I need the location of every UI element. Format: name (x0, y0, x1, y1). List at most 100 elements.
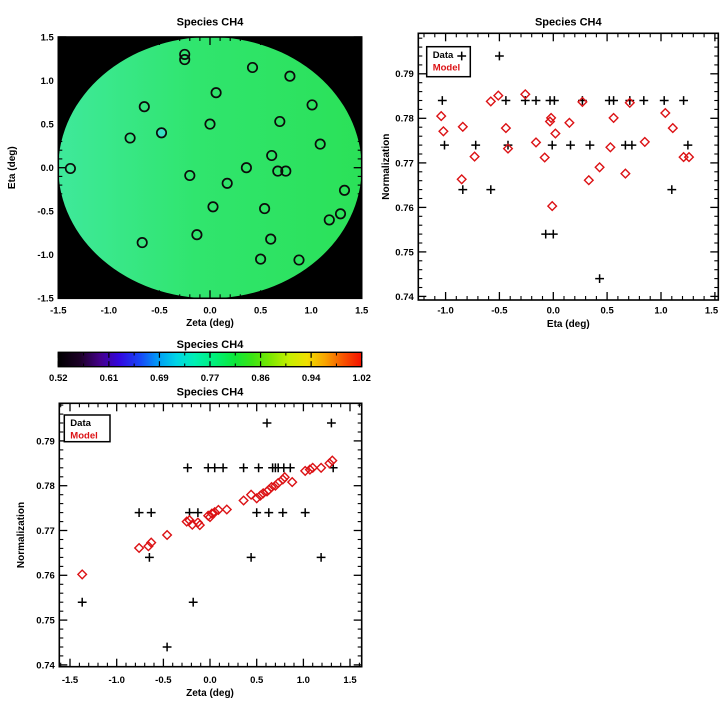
data-point-plus (218, 463, 228, 473)
data-point-plus (471, 140, 481, 150)
model-point-diamond (564, 117, 575, 129)
data-series (437, 51, 693, 283)
source-position-circle (246, 61, 259, 74)
model-point-diamond (660, 107, 671, 119)
source-position-circle (265, 233, 277, 245)
model-point-diamond (608, 112, 619, 124)
colorbar-tick-label: 0.77 (201, 373, 220, 384)
model-point-diamond (204, 511, 216, 523)
source-position-circle (210, 87, 222, 99)
field-of-view-disk (58, 37, 362, 299)
model-point-diamond (255, 490, 266, 501)
model-point-diamond (544, 116, 556, 127)
y-axis-label: Normalization (16, 502, 27, 568)
model-point-diamond (307, 462, 318, 474)
model-point-diamond (194, 519, 206, 531)
model-point-diamond (493, 90, 504, 101)
model-point-diamond (539, 152, 550, 163)
x-tick-label: 0.5 (250, 675, 264, 686)
data-point-plus (264, 508, 274, 517)
model-point-diamond (184, 514, 195, 526)
model-point-diamond (546, 200, 558, 212)
model-point-diamond (315, 462, 327, 474)
y-tick-label: 0.78 (395, 114, 414, 125)
y-tick-label: 0.78 (36, 481, 55, 492)
x-tick-label: 1.5 (355, 306, 369, 317)
model-point-diamond (213, 504, 224, 516)
model-point-diamond (161, 529, 173, 541)
model-point-diamond (145, 537, 157, 548)
source-position-circle (323, 214, 335, 226)
plot-border (57, 36, 363, 300)
x-tick-label: 1.0 (654, 306, 667, 317)
legend-box (425, 45, 472, 78)
plot-title: Species CH4 (535, 17, 603, 29)
y-tick-label: 0.0 (41, 163, 54, 174)
model-series (435, 89, 695, 212)
source-position-circle (184, 169, 196, 182)
x-tick-label: 1.5 (343, 675, 357, 686)
model-point-diamond (76, 569, 88, 580)
source-position-circle (64, 162, 76, 175)
x-axis-label: Zeta (deg) (186, 318, 234, 329)
model-point-diamond (502, 143, 514, 154)
model-point-diamond (577, 96, 588, 108)
source-position-circle (314, 138, 326, 150)
model-point-diamond (583, 174, 595, 186)
y-tick-label: 0.74 (36, 660, 55, 671)
colorbar-tick-label: 0.86 (251, 373, 270, 384)
data-point-plus (531, 96, 541, 105)
model-point-diamond (545, 112, 557, 124)
legend-label-model: Model (433, 62, 460, 73)
plot-title: Species CH4 (177, 387, 245, 399)
source-position-circle (240, 162, 252, 174)
data-point-plus (252, 508, 262, 517)
model-point-diamond (245, 489, 257, 500)
plot-title: Species CH4 (177, 339, 245, 351)
colorbar-tick-label: 1.02 (352, 373, 371, 384)
legend: Data Model (63, 414, 111, 443)
y-tick-label: -1.0 (37, 250, 53, 261)
data-point-plus (146, 508, 156, 517)
x-tick-label: 0.0 (547, 306, 560, 317)
y-tick-label: 0.77 (36, 526, 55, 537)
model-point-diamond (209, 506, 220, 518)
legend-box (63, 414, 111, 443)
data-point-plus (285, 463, 295, 473)
y-axis-label: Eta (deg) (7, 146, 18, 189)
x-tick-label: -1.5 (50, 306, 67, 317)
source-position-circle (259, 203, 271, 215)
model-point-diamond (221, 504, 233, 515)
model-point-diamond (485, 96, 497, 107)
y-tick-label: 0.75 (395, 247, 414, 258)
data-point-plus (437, 96, 447, 105)
data-point-plus (183, 463, 192, 473)
source-position-circle (179, 48, 191, 60)
data-point-plus (566, 140, 575, 150)
model-point-diamond (500, 122, 512, 134)
model-point-diamond (620, 168, 631, 179)
model-point-diamond (266, 481, 277, 493)
y-tick-label: 1.5 (41, 32, 55, 43)
x-tick-label: 0.5 (254, 306, 268, 317)
x-tick-label: 0.0 (203, 306, 216, 317)
model-point-diamond (594, 162, 605, 173)
data-point-plus (262, 418, 272, 428)
source-position-circle (255, 253, 267, 265)
data-point-plus (595, 274, 604, 283)
data-point-plus (679, 96, 688, 105)
model-point-diamond (286, 476, 298, 488)
data-point-plus (547, 140, 557, 150)
source-position-circle (293, 254, 305, 266)
data-point-plus (639, 96, 649, 105)
eta_scatter-plot: Species CH4 -1.0 -0.5 0.0 0.5 1.0 1.5 0.74 0.75 0… (381, 17, 720, 330)
source-position-circle (155, 127, 168, 139)
data-point-plus (609, 96, 618, 105)
model-point-diamond (520, 89, 531, 100)
data-point-plus (162, 642, 172, 652)
model-point-diamond (683, 151, 695, 163)
model-point-diamond (238, 495, 249, 506)
x-tick-label: -1.0 (437, 306, 453, 317)
